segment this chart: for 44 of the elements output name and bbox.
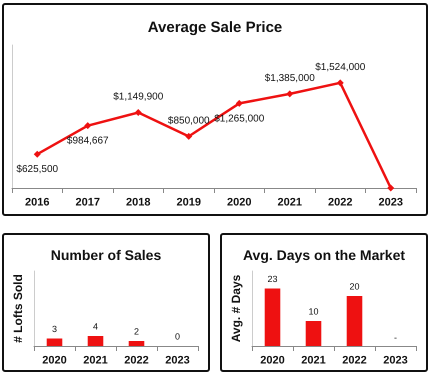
x-tick-label: 2023 — [383, 354, 408, 366]
data-label: 3 — [52, 324, 58, 334]
x-tick-label: 2018 — [126, 196, 150, 208]
x-tick-label: 2022 — [328, 196, 352, 208]
y-axis-title: # Lofts Sold — [11, 274, 25, 343]
y-axis-title: Avg. # Days — [229, 274, 243, 342]
x-tick-label: 2021 — [278, 196, 302, 208]
x-tick-label: 2021 — [301, 354, 326, 366]
x-tick-label: 2023 — [378, 196, 403, 208]
point — [134, 109, 142, 116]
x-tick-label: 2019 — [176, 196, 201, 208]
data-label: $1,149,900 — [113, 92, 164, 103]
data-label: 23 — [267, 274, 278, 284]
data-label: $1,385,000 — [264, 72, 316, 84]
data-label: $625,500 — [16, 164, 59, 176]
chart-title: Average Sale Price — [148, 19, 282, 36]
data-label: 0 — [174, 332, 180, 342]
data-label: 10 — [308, 306, 319, 316]
point — [336, 79, 344, 86]
x-tick-label: 2020 — [227, 196, 252, 208]
x-tick-label: 2020 — [42, 354, 67, 366]
x-tick-label: 2016 — [25, 196, 50, 208]
x-tick-label: 2022 — [124, 354, 149, 366]
data-label: 4 — [92, 322, 98, 332]
x-tick-label: 2023 — [165, 354, 190, 366]
x-tick-label: 2020 — [260, 354, 285, 366]
data-label: 2 — [134, 326, 140, 336]
data-label: $850,000 — [168, 115, 210, 126]
chart-title: Number of Sales — [50, 247, 162, 263]
point — [185, 132, 192, 140]
x-tick-label: 2022 — [342, 354, 367, 366]
data-label: $1,265,000 — [214, 113, 265, 124]
data-label: 20 — [349, 282, 360, 292]
data-label: $1,524,000 — [315, 62, 366, 73]
point — [34, 150, 41, 158]
point — [286, 90, 294, 98]
data-label: $984,667 — [66, 136, 110, 147]
point — [236, 100, 243, 107]
x-tick-label: 2017 — [76, 196, 100, 208]
point — [387, 184, 394, 192]
chart-title: Avg. Days on the Market — [242, 247, 406, 263]
text: - — [394, 332, 397, 342]
point — [84, 122, 92, 130]
x-tick-label: 2021 — [83, 354, 108, 366]
